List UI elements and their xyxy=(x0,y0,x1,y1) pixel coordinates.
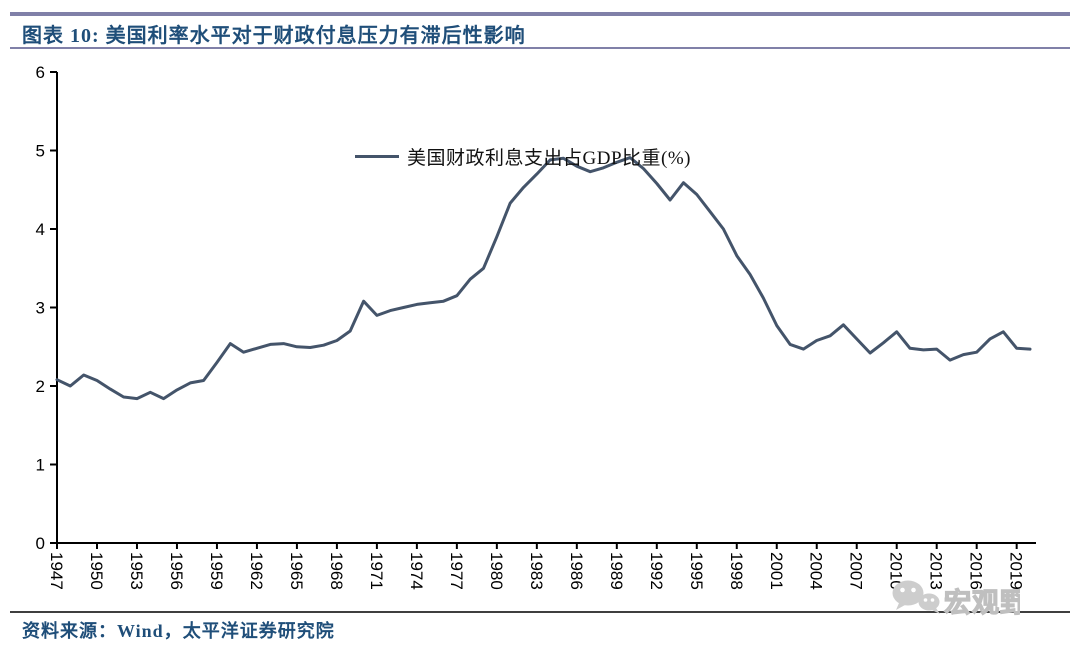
source-note: 资料来源：Wind，太平洋证券研究院 xyxy=(22,621,335,641)
y-axis-ticks: 0 1 2 3 4 5 6 xyxy=(36,63,57,553)
y-tick-label: 5 xyxy=(36,142,45,161)
x-tick-label: 1998 xyxy=(727,552,746,590)
x-tick-label: 1950 xyxy=(87,552,106,590)
x-tick-label: 2016 xyxy=(967,552,986,590)
x-tick-label: 2013 xyxy=(927,552,946,590)
x-tick-label: 2010 xyxy=(887,552,906,590)
x-tick-label: 1971 xyxy=(367,552,386,590)
x-tick-label: 1947 xyxy=(47,552,66,590)
chart-area: 0 1 2 3 4 5 6 1947 1950 1953 1956 1959 1962 1965 1968… xyxy=(0,55,1080,610)
legend-line-sample xyxy=(355,155,399,158)
x-tick-label: 2004 xyxy=(807,552,826,590)
y-tick-label: 6 xyxy=(36,63,45,82)
x-tick-label: 1965 xyxy=(287,552,306,590)
x-tick-label: 1992 xyxy=(647,552,666,590)
x-tick-label: 1968 xyxy=(327,552,346,590)
x-tick-label: 1989 xyxy=(607,552,626,590)
x-tick-label: 1980 xyxy=(487,552,506,590)
series-line xyxy=(55,156,1032,401)
page-title: 图表 10: 美国利率水平对于财政付息压力有滞后性影响 xyxy=(22,25,526,47)
watermark-text: 宏观野望 xyxy=(944,587,1020,618)
y-tick-label: 0 xyxy=(36,534,45,553)
header-top-rule xyxy=(10,12,1070,16)
y-tick-label: 1 xyxy=(36,456,45,475)
wechat-icon xyxy=(892,580,940,614)
x-tick-label: 2001 xyxy=(767,552,786,590)
legend-label: 美国财政利息支出占GDP比重(%) xyxy=(407,148,691,169)
y-tick-label: 3 xyxy=(36,299,45,318)
x-tick-label: 1974 xyxy=(407,552,426,590)
x-tick-label: 1986 xyxy=(567,552,586,590)
chart-legend: 美国财政利息支出占GDP比重(%) xyxy=(355,143,691,170)
watermark: 宏观野望 xyxy=(892,580,1020,619)
x-tick-label: 1956 xyxy=(167,552,186,590)
x-axis-ticks: 1947 1950 1953 1956 1959 1962 1965 1968 1971 1974… xyxy=(47,543,1026,590)
x-tick-label: 1962 xyxy=(247,552,266,590)
line-chart: 0 1 2 3 4 5 6 1947 1950 1953 1956 1959 1962 1965 1968… xyxy=(36,63,1036,590)
x-tick-label: 1977 xyxy=(447,552,466,590)
x-tick-label: 2007 xyxy=(847,552,866,590)
y-tick-label: 2 xyxy=(36,377,45,396)
x-tick-label: 2019 xyxy=(1007,552,1026,590)
x-tick-label: 1959 xyxy=(207,552,226,590)
footer-rule xyxy=(10,611,1070,613)
y-tick-label: 4 xyxy=(36,220,45,239)
header-bottom-rule xyxy=(10,47,1070,49)
x-tick-label: 1983 xyxy=(527,552,546,590)
x-tick-label: 1995 xyxy=(687,552,706,590)
x-tick-label: 1953 xyxy=(127,552,146,590)
